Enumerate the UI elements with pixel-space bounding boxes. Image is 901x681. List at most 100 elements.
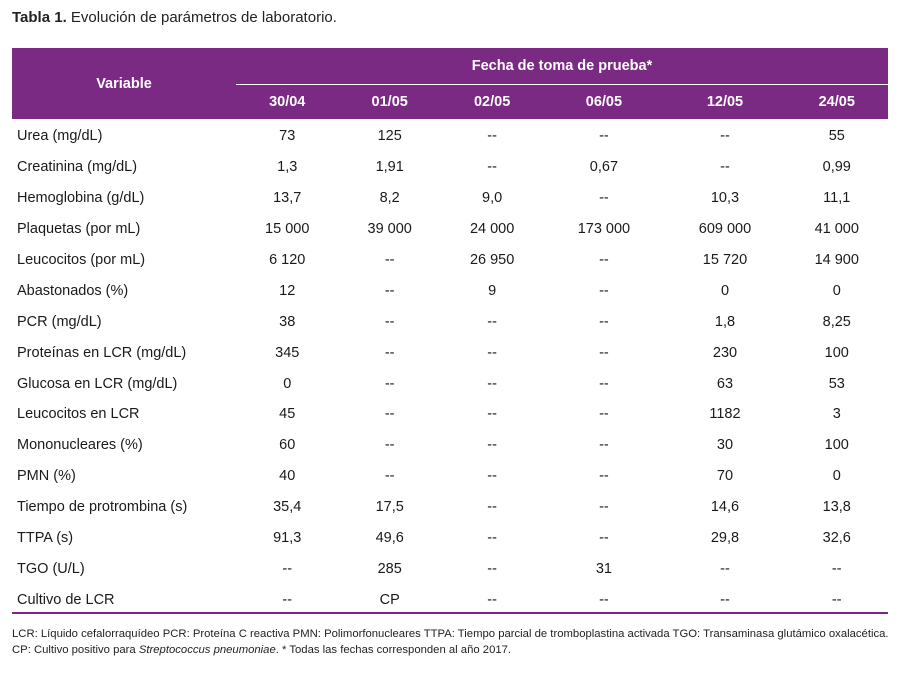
header-row-dates: 30/04 01/05 02/05 06/05 12/05 24/05 bbox=[12, 84, 888, 119]
table-row: Creatinina (mg/dL) 1,3 1,91 -- 0,67 -- 0,99 bbox=[12, 152, 888, 183]
table-cell: 29,8 bbox=[710, 530, 740, 547]
table-cell: -- bbox=[831, 560, 842, 577]
table-cell: 53 bbox=[828, 375, 845, 392]
date-header: 02/05 bbox=[440, 84, 544, 119]
table-cell: 40 bbox=[279, 468, 296, 485]
table-cell: 6 120 bbox=[269, 252, 306, 268]
table-cell: -- bbox=[487, 344, 497, 361]
table-cell: -- bbox=[487, 560, 497, 577]
row-variable-label: Urea (mg/dL) bbox=[17, 128, 103, 145]
table-cell: 8,2 bbox=[379, 190, 400, 207]
table-cell: 12 bbox=[279, 282, 296, 299]
table-row: Proteínas en LCR (mg/dL) 345 -- -- -- 230 100 bbox=[12, 337, 888, 368]
table-cell: -- bbox=[599, 313, 609, 330]
table-cell: -- bbox=[599, 499, 609, 516]
table-cell: -- bbox=[831, 591, 842, 608]
table-cell: 14,6 bbox=[710, 499, 740, 516]
table-cell: 14 900 bbox=[814, 252, 859, 268]
table-cell: 1,8 bbox=[714, 313, 736, 330]
row-variable-label: Glucosa en LCR (mg/dL) bbox=[17, 375, 178, 392]
lab-results-table: Variable Fecha de toma de prueba* 30/04 … bbox=[12, 48, 888, 615]
table-row: Cultivo de LCR -- CP -- -- -- -- bbox=[12, 584, 888, 615]
date-header: 24/05 bbox=[785, 84, 888, 119]
table-cell: 17,5 bbox=[375, 499, 404, 516]
table-cell: 609 000 bbox=[698, 221, 752, 238]
table-cell: CP bbox=[379, 591, 400, 608]
date-group-header: Fecha de toma de prueba* bbox=[236, 48, 888, 85]
table-cell: -- bbox=[720, 128, 730, 145]
table-cell: -- bbox=[599, 128, 609, 145]
table-cell: 3 bbox=[832, 406, 841, 423]
table-cell: 15 720 bbox=[702, 252, 748, 268]
row-variable-label: PCR (mg/dL) bbox=[17, 313, 102, 330]
table-cell: 15 000 bbox=[265, 221, 310, 238]
table-cell: -- bbox=[384, 252, 395, 268]
table-cell: -- bbox=[384, 375, 395, 392]
table-cell: -- bbox=[487, 530, 497, 547]
table-row: Mononucleares (%) 60 -- -- -- 30 100 bbox=[12, 430, 888, 461]
table-cell: -- bbox=[599, 437, 609, 454]
row-variable-label: Hemoglobina (g/dL) bbox=[17, 190, 145, 207]
table-cell: 35,4 bbox=[273, 499, 302, 516]
table-cell: -- bbox=[384, 344, 395, 361]
table-cell: -- bbox=[720, 591, 730, 608]
table-row: TGO (U/L) -- 285 -- 31 -- -- bbox=[12, 553, 888, 584]
table-row: PMN (%) 40 -- -- -- 70 0 bbox=[12, 461, 888, 492]
table-row: Glucosa en LCR (mg/dL) 0 -- -- -- 63 53 bbox=[12, 368, 888, 399]
row-variable-label: Proteínas en LCR (mg/dL) bbox=[17, 344, 187, 361]
table-row: Tiempo de protrombina (s) 35,4 17,5 -- -- 14,… bbox=[12, 492, 888, 523]
date-header: 01/05 bbox=[338, 84, 441, 119]
table-row: Leucocitos (por mL) 6 120 -- 26 950 -- 15 720… bbox=[12, 245, 888, 276]
table-cell: 91,3 bbox=[273, 530, 302, 547]
table-cell: 100 bbox=[824, 344, 849, 361]
table-row: PCR (mg/dL) 38 -- -- -- 1,8 8,25 bbox=[12, 306, 888, 337]
table-row: Plaquetas (por mL) 15 000 39 000 24 000 173 … bbox=[12, 214, 888, 245]
table-cell: 63 bbox=[716, 375, 734, 392]
table-cell: 0,67 bbox=[589, 159, 619, 176]
row-variable-label: Abastonados (%) bbox=[17, 282, 129, 299]
table-cell: 55 bbox=[828, 128, 845, 145]
row-variable-label: Leucocitos en LCR bbox=[17, 406, 140, 423]
date-header: 06/05 bbox=[543, 84, 665, 119]
table-row: Leucocitos en LCR 45 -- -- -- 1182 3 bbox=[12, 399, 888, 430]
table-cell: -- bbox=[599, 406, 609, 423]
table-cell: 173 000 bbox=[577, 221, 631, 238]
variable-header: Variable bbox=[12, 48, 236, 119]
table-cell: -- bbox=[599, 591, 609, 608]
row-variable-label: Cultivo de LCR bbox=[17, 591, 115, 608]
table-cell: 0 bbox=[283, 375, 292, 392]
row-variable-label: Leucocitos (por mL) bbox=[17, 252, 146, 268]
row-variable-label: Tiempo de protrombina (s) bbox=[17, 499, 188, 516]
table-cell: -- bbox=[487, 437, 497, 454]
table-cell: 0 bbox=[832, 282, 841, 299]
table-cell: 70 bbox=[716, 468, 734, 485]
row-variable-label: PMN (%) bbox=[17, 468, 76, 485]
row-variable-label: Creatinina (mg/dL) bbox=[17, 159, 138, 176]
date-header: 12/05 bbox=[664, 84, 786, 119]
table-cell: 8,25 bbox=[822, 313, 851, 330]
footnote-culture-prefix: CP: Cultivo positivo para bbox=[12, 644, 139, 656]
table-cell: -- bbox=[599, 282, 609, 299]
table-cell: 285 bbox=[377, 560, 402, 577]
table-caption: Tabla 1. Evolución de parámetros de labo… bbox=[12, 9, 337, 26]
table-cell: -- bbox=[282, 591, 293, 608]
table-cell: 10,3 bbox=[710, 190, 740, 207]
row-variable-label: Plaquetas (por mL) bbox=[17, 221, 141, 238]
table-row: TTPA (s) 91,3 49,6 -- -- 29,8 32,6 bbox=[12, 523, 888, 554]
caption-label: Tabla 1. bbox=[12, 9, 67, 26]
table-cell: 345 bbox=[275, 344, 300, 361]
table-cell: 125 bbox=[377, 128, 402, 145]
table-cell: 30 bbox=[716, 437, 734, 454]
date-header: 30/04 bbox=[236, 84, 339, 119]
footnote-culture-suffix: . * Todas las fechas corresponden al año… bbox=[275, 644, 512, 656]
table-cell: -- bbox=[599, 530, 609, 547]
table-body: Urea (mg/dL) 73 125 -- -- -- 55 Creatinina (mg/… bbox=[12, 119, 888, 615]
table-cell: -- bbox=[384, 437, 395, 454]
table-cell: 45 bbox=[279, 406, 296, 423]
table-cell: -- bbox=[487, 468, 497, 485]
table-cell: 1182 bbox=[709, 406, 741, 423]
table-cell: -- bbox=[487, 375, 497, 392]
header-row-group: Variable Fecha de toma de prueba* bbox=[12, 48, 888, 119]
table-cell: -- bbox=[487, 499, 497, 516]
table-cell: -- bbox=[599, 252, 609, 268]
